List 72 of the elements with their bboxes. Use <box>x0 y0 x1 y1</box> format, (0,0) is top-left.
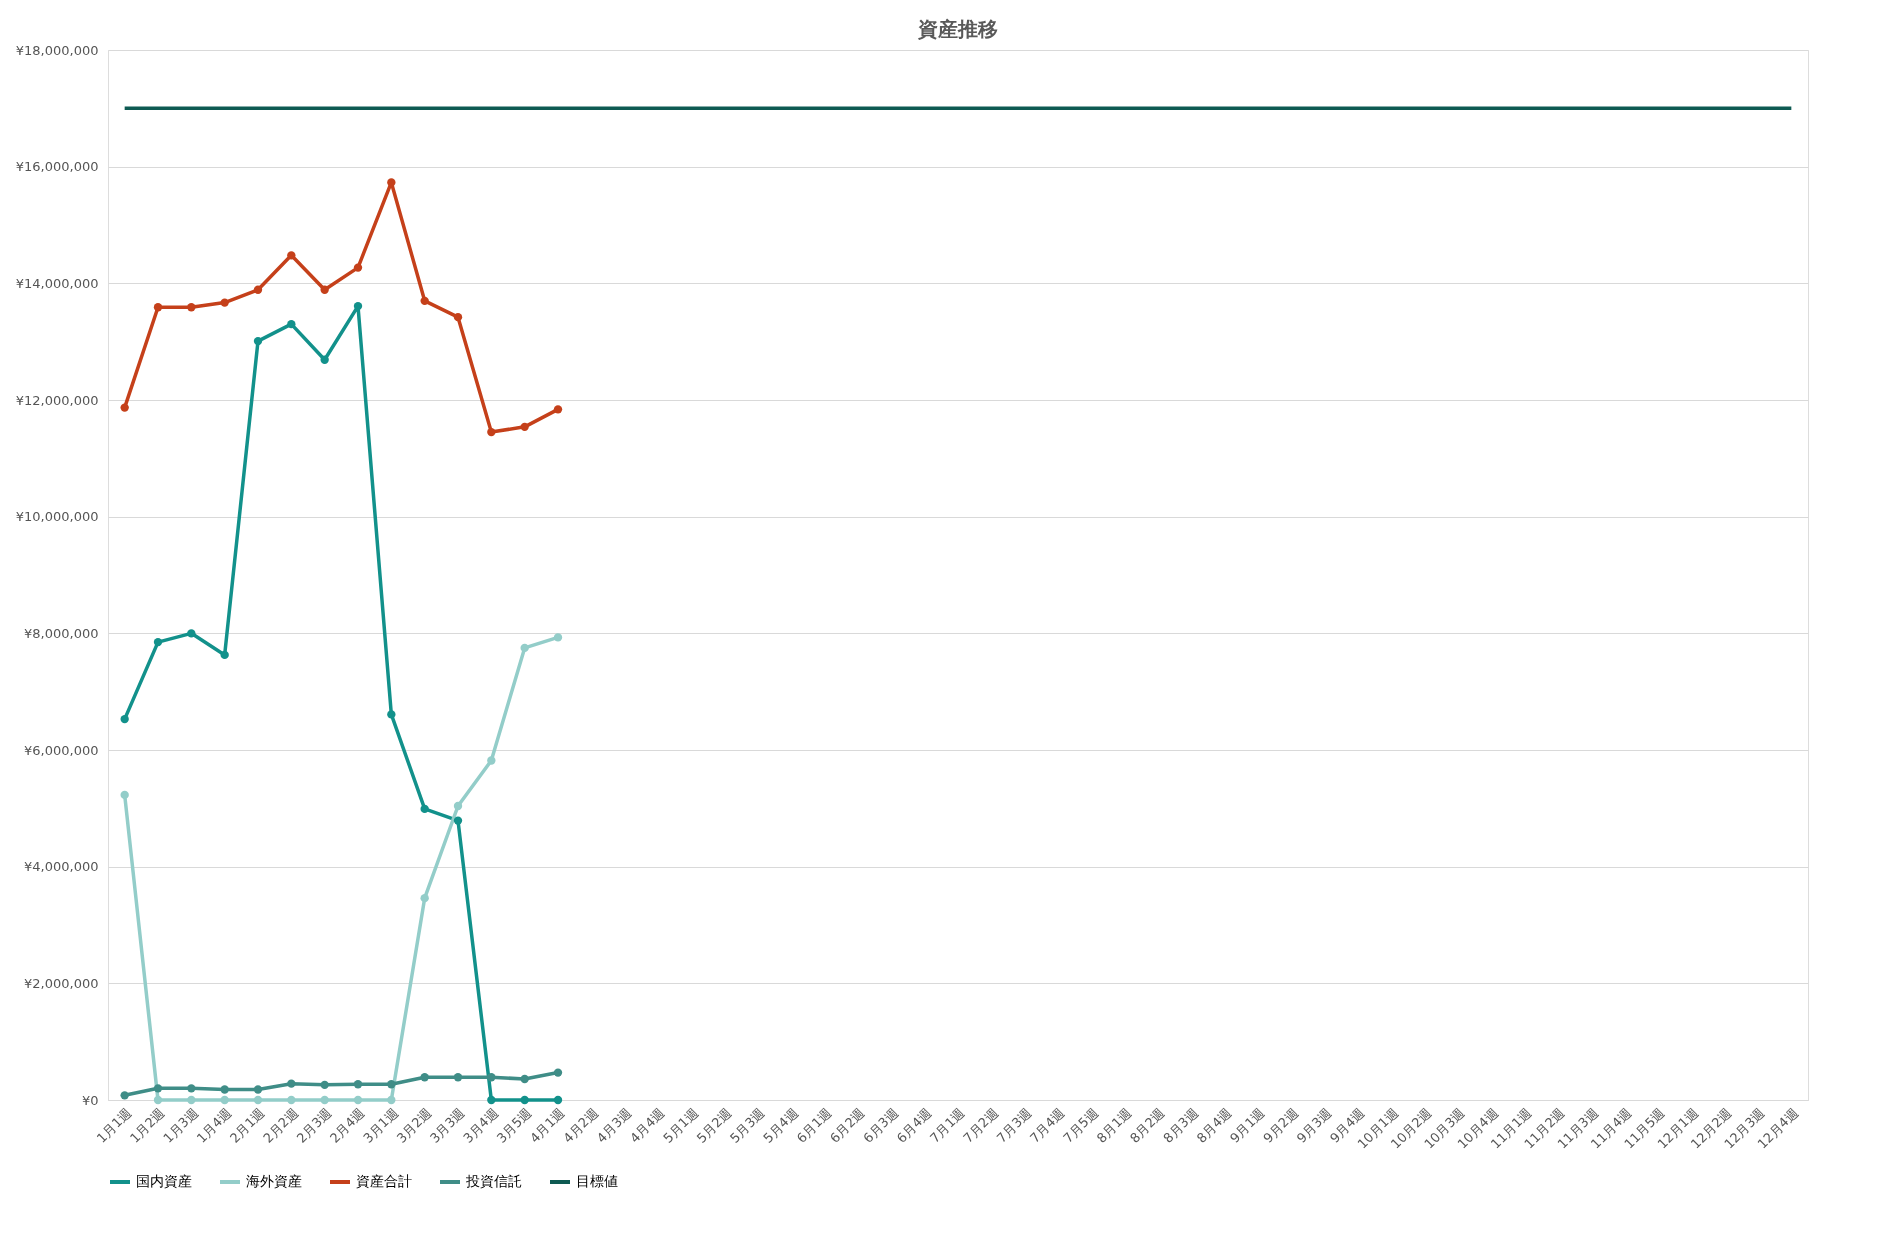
point <box>220 650 229 660</box>
legend-label: 国内資産 <box>136 1173 192 1189</box>
point <box>520 422 529 432</box>
point <box>320 1080 329 1090</box>
point <box>487 756 496 765</box>
y-tick-label: ¥4,000,000 <box>24 859 99 875</box>
point <box>487 1095 496 1105</box>
point <box>253 336 263 346</box>
point <box>320 1095 329 1105</box>
point <box>453 801 463 811</box>
point <box>553 405 563 414</box>
point <box>187 1084 196 1093</box>
point <box>420 296 429 306</box>
y-tick-label: ¥16,000,000 <box>15 159 99 175</box>
chart-title: 資産推移 <box>917 17 998 41</box>
point <box>387 178 396 187</box>
point <box>520 643 529 653</box>
y-tick-label: ¥0 <box>81 1092 99 1108</box>
point <box>287 1079 296 1088</box>
point <box>487 1073 496 1082</box>
point <box>120 1091 129 1100</box>
point <box>353 1095 363 1105</box>
point <box>520 1074 529 1084</box>
point <box>253 1085 263 1094</box>
y-tick-label: ¥8,000,000 <box>24 625 99 641</box>
point <box>287 1095 296 1105</box>
point <box>153 1084 163 1093</box>
point <box>387 1095 396 1105</box>
point <box>353 301 363 311</box>
point <box>487 427 496 437</box>
point <box>287 319 296 329</box>
y-tick-label: ¥10,000,000 <box>15 509 99 525</box>
point <box>220 298 229 307</box>
point <box>287 251 296 260</box>
y-tick-label: ¥18,000,000 <box>15 42 99 58</box>
y-tick-label: ¥14,000,000 <box>15 275 99 291</box>
y-tick-label: ¥2,000,000 <box>24 975 99 991</box>
point <box>187 303 196 312</box>
point <box>320 355 329 364</box>
point <box>253 285 263 294</box>
point <box>320 285 329 294</box>
y-tick-label: ¥12,000,000 <box>15 392 99 408</box>
point <box>153 637 163 647</box>
point <box>420 804 429 814</box>
point <box>453 1073 463 1082</box>
point <box>353 1080 363 1089</box>
point <box>153 1095 163 1105</box>
point <box>253 1095 263 1105</box>
point <box>220 1085 229 1094</box>
point <box>120 790 129 800</box>
point <box>187 629 196 638</box>
point <box>553 1068 563 1077</box>
y-tick-label: ¥6,000,000 <box>24 742 99 758</box>
point <box>120 714 129 724</box>
point <box>353 263 363 272</box>
point <box>420 1073 429 1082</box>
point <box>153 303 163 312</box>
point <box>187 1095 196 1105</box>
legend-label: 目標値 <box>576 1173 618 1189</box>
point <box>520 1095 529 1105</box>
point <box>387 1080 396 1089</box>
point <box>220 1095 229 1105</box>
point <box>453 816 463 825</box>
legend-label: 資産合計 <box>356 1173 412 1189</box>
legend-label: 海外資産 <box>246 1173 302 1189</box>
point <box>420 893 429 903</box>
point <box>553 1095 563 1105</box>
point <box>453 312 463 322</box>
point <box>120 403 129 412</box>
legend-label: 投資信託 <box>465 1173 522 1189</box>
point <box>387 710 396 719</box>
point <box>553 633 563 642</box>
